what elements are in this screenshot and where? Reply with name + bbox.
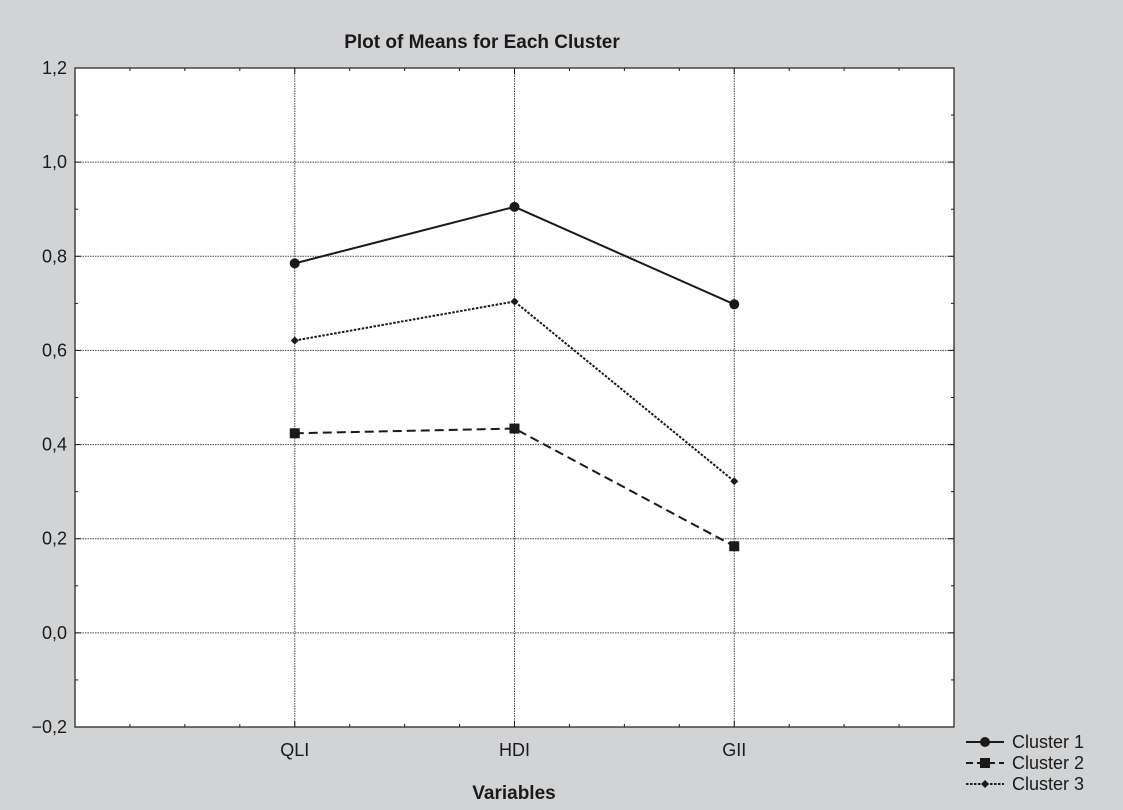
data-point-cluster-1 bbox=[289, 258, 300, 269]
x-tick-label: GII bbox=[722, 740, 746, 760]
y-tick-label: −0,2 bbox=[31, 717, 67, 737]
x-tick-label: QLI bbox=[280, 740, 309, 760]
y-tick-label: 0,6 bbox=[42, 340, 67, 360]
y-tick-label: 0,8 bbox=[42, 246, 67, 266]
y-tick-label: 1,2 bbox=[42, 58, 67, 78]
data-point-cluster-1 bbox=[729, 299, 740, 310]
tick-marks: 1,2 1,0 0,8 0,6 0,4 0,2 0,0 −0,2 QLI HDI GII bbox=[31, 58, 954, 760]
data-point-cluster-3 bbox=[730, 477, 739, 486]
data-point-cluster-2 bbox=[729, 541, 740, 552]
series-line-cluster-2 bbox=[294, 427, 735, 548]
x-tick-label: HDI bbox=[499, 740, 530, 760]
plot-area bbox=[75, 68, 954, 727]
legend-marker-cluster-1 bbox=[980, 737, 990, 747]
y-tick-label: 0,4 bbox=[42, 435, 67, 455]
data-point-cluster-1 bbox=[509, 201, 520, 212]
data-point-cluster-3 bbox=[290, 336, 299, 345]
data-point-cluster-2 bbox=[509, 423, 520, 434]
grid-lines bbox=[75, 68, 954, 727]
chart-title: Plot of Means for Each Cluster bbox=[344, 32, 620, 53]
legend-marker-cluster-2 bbox=[980, 758, 990, 768]
series-line-cluster-3 bbox=[294, 300, 735, 483]
data-point-cluster-3 bbox=[510, 297, 519, 306]
legend-label-cluster-3: Cluster 3 bbox=[1012, 774, 1084, 794]
legend-marker-cluster-3 bbox=[981, 780, 989, 788]
y-tick-label: 1,0 bbox=[42, 152, 67, 172]
y-tick-label: 0,2 bbox=[42, 529, 67, 549]
data-point-cluster-2 bbox=[289, 428, 300, 439]
plot-frame bbox=[74, 67, 955, 728]
legend-label-cluster-2: Cluster 2 bbox=[1012, 753, 1084, 773]
legend-label-cluster-1: Cluster 1 bbox=[1012, 732, 1084, 752]
series-layer bbox=[289, 201, 740, 552]
y-tick-label: 0,0 bbox=[42, 623, 67, 643]
x-axis-label: Variables bbox=[472, 783, 555, 804]
